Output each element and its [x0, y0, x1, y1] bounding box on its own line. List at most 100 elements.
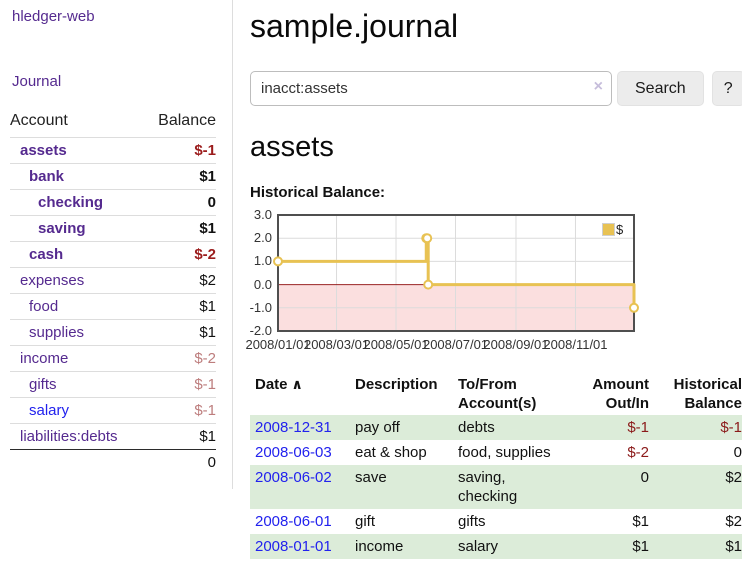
chart-x-tick: 2008/05/01: [363, 337, 429, 352]
transaction-date-link[interactable]: 2008-01-01: [255, 538, 332, 555]
chart-title: Historical Balance:: [250, 184, 386, 201]
chart-y-tick: 1.0: [253, 253, 272, 269]
register-row: 2008-06-01 gift gifts $1 $2: [250, 509, 742, 534]
register-col-accounts: To/From Account(s): [458, 376, 537, 412]
transaction-balance: $2: [725, 513, 742, 530]
chart-x-tick: 2008/09/01: [483, 337, 549, 352]
account-balance: $-2: [143, 345, 216, 372]
accounts-col-balance: Balance: [158, 112, 216, 129]
account-link-supplies[interactable]: supplies: [29, 324, 85, 341]
account-link-checking[interactable]: checking: [38, 194, 104, 211]
page-title: sample.journal: [250, 8, 459, 44]
balance-chart[interactable]: 3.0 2.0 1.0 0.0 -1.0 -2.0 2008/01/01 2008/03/01…: [242, 207, 642, 355]
account-row: checking 0: [10, 189, 216, 216]
transaction-amount: $-2: [627, 444, 649, 461]
sidebar-item-journal[interactable]: Journal: [12, 73, 62, 90]
chart-x-tick: 2008/03/01: [303, 337, 370, 352]
chart-legend: $: [602, 222, 623, 237]
sidebar: hledger-web Journal Account Balance asse…: [0, 0, 233, 489]
account-link-liabilities-debts[interactable]: liabilities:debts: [20, 428, 118, 445]
chart-y-tick: 2.0: [253, 230, 272, 246]
transaction-description: income: [355, 538, 404, 555]
account-row: food $1: [10, 293, 216, 320]
account-row: gifts $-1: [10, 371, 216, 398]
account-balance: $1: [143, 423, 216, 450]
account-balance: $1: [143, 319, 216, 346]
transaction-balance: 0: [733, 444, 742, 461]
account-row: supplies $1: [10, 319, 216, 346]
accounts-table: Account Balance assets $-1 bank $1 checkin…: [10, 108, 216, 475]
search-input[interactable]: [250, 71, 612, 106]
transaction-balance: $1: [725, 538, 742, 555]
search-button[interactable]: Search: [617, 71, 704, 106]
register-col-date[interactable]: Date ∧: [255, 376, 303, 393]
transaction-amount: $-1: [627, 419, 649, 436]
account-balance: $1: [143, 293, 216, 320]
help-button[interactable]: ?: [711, 71, 742, 106]
account-link-income[interactable]: income: [20, 350, 69, 367]
account-link-expenses[interactable]: expenses: [20, 272, 85, 289]
transaction-amount: 0: [640, 469, 649, 486]
account-balance: 0: [143, 189, 216, 216]
account-balance: $2: [143, 267, 216, 294]
account-row: saving $1: [10, 215, 216, 242]
transaction-date-link[interactable]: 2008-06-02: [255, 469, 332, 486]
main-content: sample.journal × Search ? assets Histori…: [233, 0, 742, 559]
register-table: Date ∧ Description To/From Account(s) Amo…: [250, 373, 742, 559]
transaction-accounts: food, supplies: [458, 444, 551, 461]
account-link-food[interactable]: food: [29, 298, 59, 315]
chart-y-tick: -2.0: [249, 323, 272, 338]
chart-y-tick: 0.0: [253, 276, 272, 292]
page: hledger-web Journal Account Balance asse…: [0, 0, 742, 559]
account-row: expenses $2: [10, 267, 216, 294]
transaction-date-link[interactable]: 2008-06-03: [255, 444, 332, 461]
account-link-cash[interactable]: cash: [29, 246, 64, 263]
account-balance: $-1: [143, 137, 216, 164]
account-link-salary[interactable]: salary: [29, 402, 70, 419]
account-balance: $1: [143, 163, 216, 190]
transaction-accounts: debts: [458, 419, 495, 436]
account-balance: $1: [143, 215, 216, 242]
app-brand-link[interactable]: hledger-web: [12, 8, 95, 25]
account-row: assets $-1: [10, 137, 216, 164]
register-col-description: Description: [355, 376, 438, 393]
chart-x-tick: 2008/07/01: [422, 337, 489, 352]
transaction-description: pay off: [355, 419, 400, 436]
transaction-amount: $1: [632, 538, 649, 555]
register-row: 2008-06-03 eat & shop food, supplies $-2…: [250, 440, 742, 465]
accounts-total-row: 0: [10, 449, 216, 475]
chart-x-tick: 2008/01/01: [245, 337, 311, 352]
transaction-description: eat & shop: [355, 444, 427, 461]
transaction-description: gift: [355, 513, 376, 530]
chart-x-tick: 2008/11/01: [543, 337, 608, 352]
series-label: $: [616, 222, 624, 237]
account-row: bank $1: [10, 163, 216, 190]
accounts-col-account: Account: [10, 112, 68, 129]
account-link-gifts[interactable]: gifts: [29, 376, 57, 393]
account-balance: $-2: [143, 241, 216, 268]
account-row: income $-2: [10, 345, 216, 372]
account-row: salary $-1: [10, 397, 216, 424]
sort-ascending-icon: ∧: [291, 376, 303, 392]
transaction-amount: $1: [632, 513, 649, 530]
account-link-assets[interactable]: assets: [20, 142, 67, 159]
clear-search-icon[interactable]: ×: [593, 78, 603, 95]
account-row: cash $-2: [10, 241, 216, 268]
search-form: × Search ?: [250, 71, 742, 106]
transaction-balance: $2: [725, 469, 742, 486]
transaction-accounts: gifts: [458, 513, 486, 530]
account-link-saving[interactable]: saving: [38, 220, 86, 237]
transaction-date-link[interactable]: 2008-06-01: [255, 513, 332, 530]
account-link-bank[interactable]: bank: [29, 168, 65, 185]
register-row: 2008-12-31 pay off debts $-1 $-1: [250, 415, 742, 440]
register-row: 2008-06-02 save saving, checking 0 $2: [250, 465, 742, 509]
chart-y-tick: 3.0: [253, 207, 272, 222]
transaction-accounts: saving, checking: [458, 469, 518, 505]
transaction-balance: $-1: [720, 419, 742, 436]
transaction-date-link[interactable]: 2008-12-31: [255, 419, 332, 436]
account-heading: assets: [250, 131, 334, 163]
register-row: 2008-01-01 income salary $1 $1: [250, 534, 742, 559]
transaction-accounts: salary: [458, 538, 499, 555]
accounts-total-value: 0: [143, 449, 216, 475]
series-swatch-icon: [602, 223, 615, 236]
